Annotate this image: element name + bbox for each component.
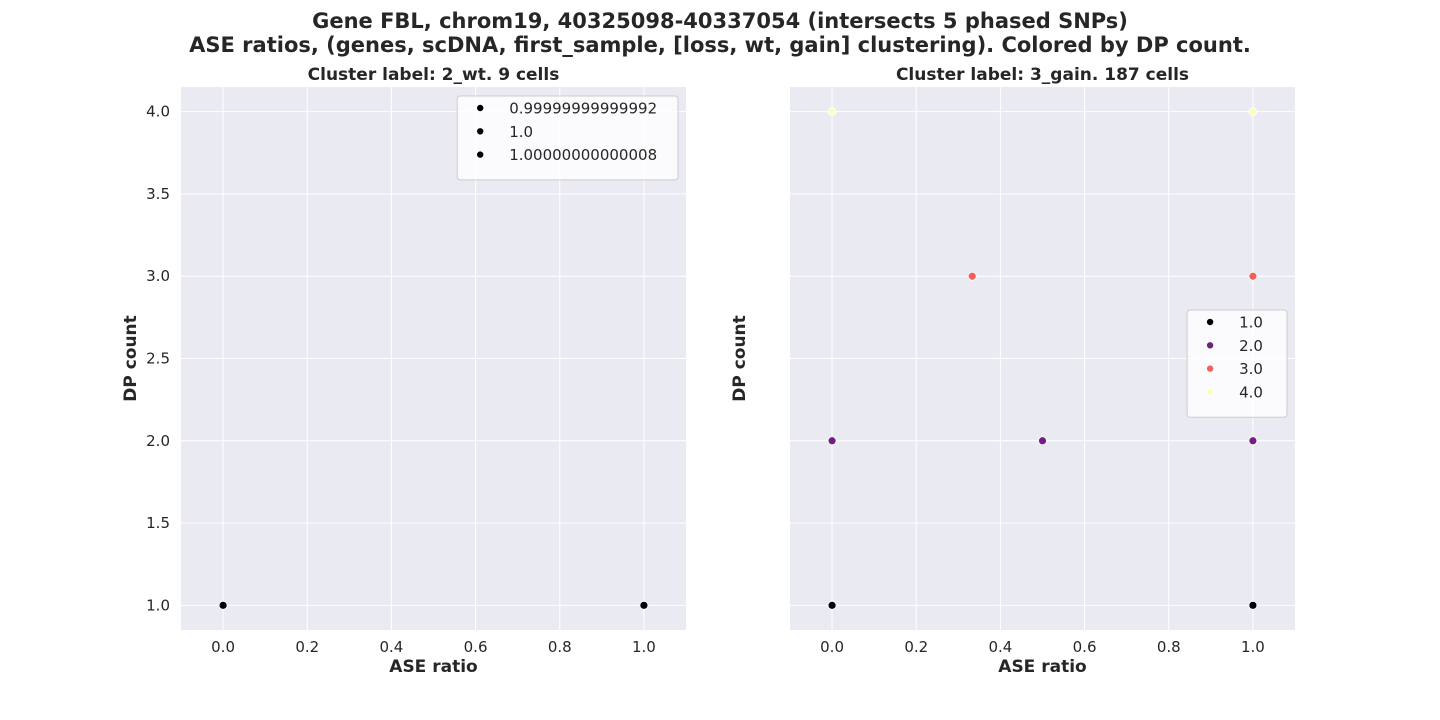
legend-marker xyxy=(1206,341,1214,350)
legend-label: 2.0 xyxy=(1239,337,1263,355)
data-point xyxy=(967,271,977,281)
legend-label: 3.0 xyxy=(1239,360,1263,378)
y-tick-label: 3.0 xyxy=(146,267,170,285)
legend-marker xyxy=(1206,388,1214,396)
data-point xyxy=(1038,436,1047,446)
data-point xyxy=(827,600,837,610)
data-point xyxy=(639,600,649,610)
x-tick-label: 0.8 xyxy=(1157,638,1181,656)
x-tick-label: 0.8 xyxy=(548,638,572,656)
figure-title-line-1: Gene FBL, chrom19, 40325098-40337054 (in… xyxy=(312,9,1128,33)
x-tick-label: 1.0 xyxy=(632,638,656,656)
data-point xyxy=(827,436,837,446)
y-tick-label: 2.5 xyxy=(146,350,170,368)
data-point xyxy=(1248,600,1258,610)
data-point xyxy=(1248,436,1258,446)
legend-marker xyxy=(476,150,485,159)
x-axis-label: ASE ratio xyxy=(389,657,477,677)
x-tick-label: 0.6 xyxy=(1073,638,1097,656)
data-point xyxy=(827,107,837,117)
subplot-title-2: Cluster label: 3_gain. 187 cells xyxy=(896,65,1189,85)
y-tick-label: 3.5 xyxy=(146,185,170,203)
data-point xyxy=(1248,107,1258,117)
x-tick-label: 0.6 xyxy=(464,638,488,656)
x-tick-label: 0.2 xyxy=(904,638,928,656)
y-tick-label: 4.0 xyxy=(146,103,170,121)
data-point xyxy=(1248,271,1258,281)
y-tick-label: 2.0 xyxy=(146,432,170,450)
legend-marker xyxy=(476,104,485,112)
legend-box-1 xyxy=(456,95,679,181)
x-tick-label: 0.0 xyxy=(820,638,844,656)
y-tick-label: 1.5 xyxy=(146,514,170,532)
y-axis-label: DP count xyxy=(730,315,750,402)
legend-marker xyxy=(1206,318,1214,326)
x-tick-label: 0.0 xyxy=(211,638,235,656)
legend-label: 1.0 xyxy=(509,123,533,141)
y-tick-label: 1.0 xyxy=(146,596,170,614)
y-axis-label: DP count xyxy=(121,315,141,402)
legend-marker xyxy=(1206,364,1214,373)
subplot-title-1: Cluster label: 2_wt. 9 cells xyxy=(308,65,560,85)
data-point xyxy=(218,600,228,610)
legend-label: 1.00000000000008 xyxy=(509,146,657,164)
legend-label: 0.99999999999992 xyxy=(509,100,657,118)
x-tick-label: 0.4 xyxy=(988,638,1012,656)
x-tick-label: 0.4 xyxy=(379,638,403,656)
x-axis-label: ASE ratio xyxy=(998,657,1086,677)
legend-label: 1.0 xyxy=(1239,314,1263,332)
legend-marker xyxy=(476,127,485,136)
x-tick-label: 0.2 xyxy=(295,638,319,656)
legend-box-2 xyxy=(1186,309,1288,418)
legend-label: 4.0 xyxy=(1239,383,1263,401)
x-tick-label: 1.0 xyxy=(1241,638,1265,656)
figure-title-line-2: ASE ratios, (genes, scDNA, first_sample,… xyxy=(189,33,1251,57)
